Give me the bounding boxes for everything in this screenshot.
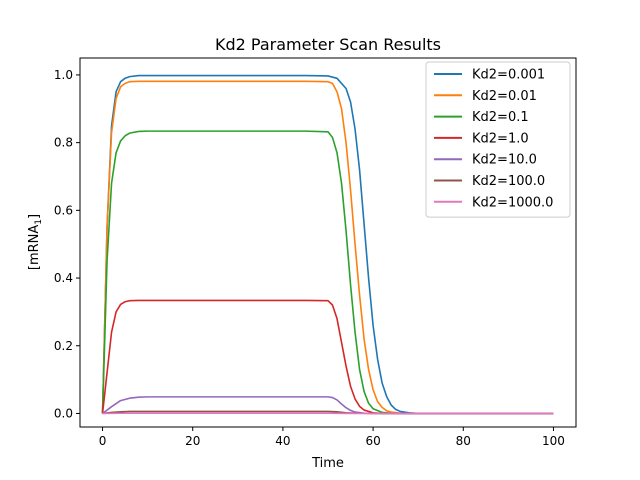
chart-title: Kd2 Parameter Scan Results — [215, 35, 441, 54]
legend-label: Kd2=1000.0 — [472, 195, 553, 210]
y-tick-label: 0.6 — [54, 203, 73, 217]
y-tick-label: 0.8 — [54, 136, 73, 150]
y-tick-label: 0.0 — [54, 406, 73, 420]
x-tick-label: 60 — [365, 434, 380, 448]
y-axis-label-end: ] — [27, 214, 42, 219]
x-tick-label: 40 — [275, 434, 290, 448]
y-axis-label-main: [mRNA — [27, 225, 42, 270]
y-axis-label: [mRNA1] — [27, 214, 44, 270]
legend-label: Kd2=1.0 — [472, 131, 529, 146]
x-axis-ticks: 0 20 40 60 80 100 — [99, 427, 565, 448]
y-axis-label-subscript: 1 — [34, 219, 44, 225]
legend-label: Kd2=0.1 — [472, 110, 529, 125]
x-tick-label: 80 — [456, 434, 471, 448]
x-tick-label: 0 — [99, 434, 107, 448]
x-axis-label: Time — [311, 456, 344, 471]
legend-label: Kd2=0.001 — [472, 68, 545, 83]
series-line-0 — [101, 74, 554, 415]
y-tick-label: 1.0 — [54, 68, 73, 82]
legend-box — [425, 61, 571, 218]
series-layer — [101, 74, 554, 415]
legend: Kd2=0.001 Kd2=0.01 Kd2=0.1 Kd2=1.0 Kd2=10.0 K… — [425, 61, 571, 218]
legend-label: Kd2=100.0 — [472, 174, 545, 189]
x-tick-label: 20 — [185, 434, 200, 448]
y-tick-label: 0.4 — [54, 271, 73, 285]
legend-label: Kd2=10.0 — [472, 153, 537, 168]
plot-frame — [79, 57, 577, 428]
y-axis-ticks: 0.0 0.2 0.4 0.6 0.8 1.0 — [54, 68, 80, 420]
legend-label: Kd2=0.01 — [472, 89, 537, 104]
y-tick-label: 0.2 — [54, 339, 73, 353]
x-tick-label: 100 — [542, 434, 565, 448]
